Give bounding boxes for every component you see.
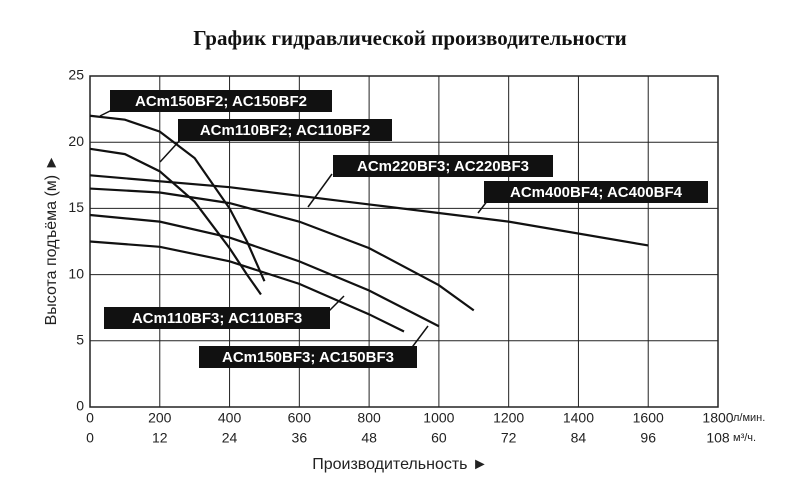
chart-title: График гидравлической производительности — [193, 26, 626, 50]
x2-tick-label: 12 — [152, 430, 168, 446]
label-box — [178, 119, 392, 141]
legend-label: ACm150BF3; AC150BF3 — [222, 349, 394, 366]
x2-unit: м³/ч. — [733, 432, 756, 444]
x2-tick-label: 0 — [86, 430, 94, 446]
legend-label: ACm220BF3; AC220BF3 — [357, 158, 529, 175]
x2-tick-label: 108 — [706, 430, 730, 446]
pump-curve — [89, 240, 405, 333]
x-tick-label: 1200 — [493, 410, 524, 426]
y-axis-label: Высота подъёма (м) ► — [43, 155, 60, 326]
pump-curve — [89, 147, 262, 296]
x-axis-label: Производительность ► — [312, 456, 488, 473]
y-tick-label: 20 — [68, 133, 84, 149]
pump-curve — [89, 187, 475, 312]
label-pointer — [159, 137, 183, 163]
x-tick-label: 600 — [288, 410, 312, 426]
y-tick-label: 0 — [76, 398, 84, 414]
y-tick-label: 25 — [68, 67, 84, 83]
label-box — [199, 346, 417, 368]
x2-tick-label: 72 — [501, 430, 517, 446]
label-box — [110, 90, 332, 112]
y-tick-label: 5 — [76, 332, 84, 348]
legend-label: ACm110BF3; AC110BF3 — [132, 310, 302, 327]
x2-tick-label: 48 — [361, 430, 377, 446]
x-tick-label: 200 — [148, 410, 172, 426]
x2-tick-label: 24 — [222, 430, 238, 446]
y-tick-label: 10 — [68, 265, 84, 281]
x-tick-label: 1000 — [423, 410, 454, 426]
x-tick-label: 1400 — [563, 410, 594, 426]
x-tick-label: 400 — [218, 410, 242, 426]
label-pointer — [307, 173, 333, 208]
label-box — [104, 307, 330, 329]
label-pointer — [327, 295, 345, 313]
x-tick-label: 800 — [357, 410, 381, 426]
label-box — [333, 155, 553, 177]
x-tick-label: 0 — [86, 410, 94, 426]
pump-curve — [89, 114, 266, 282]
pump-curve — [89, 213, 440, 328]
x-unit: л/мин. — [733, 412, 765, 424]
x2-tick-label: 36 — [292, 430, 308, 446]
y-tick-label: 15 — [68, 199, 84, 215]
x2-tick-label: 84 — [571, 430, 587, 446]
x2-tick-label: 96 — [640, 430, 656, 446]
pump-curve — [89, 174, 649, 247]
legend-label: ACm110BF2; AC110BF2 — [200, 122, 370, 139]
legend-label: ACm400BF4; AC400BF4 — [510, 184, 683, 201]
x-tick-label: 1800 — [702, 410, 733, 426]
x-tick-label: 1600 — [633, 410, 664, 426]
label-box — [484, 181, 708, 203]
legend-label: ACm150BF2; AC150BF2 — [135, 93, 307, 110]
x2-tick-label: 60 — [431, 430, 447, 446]
